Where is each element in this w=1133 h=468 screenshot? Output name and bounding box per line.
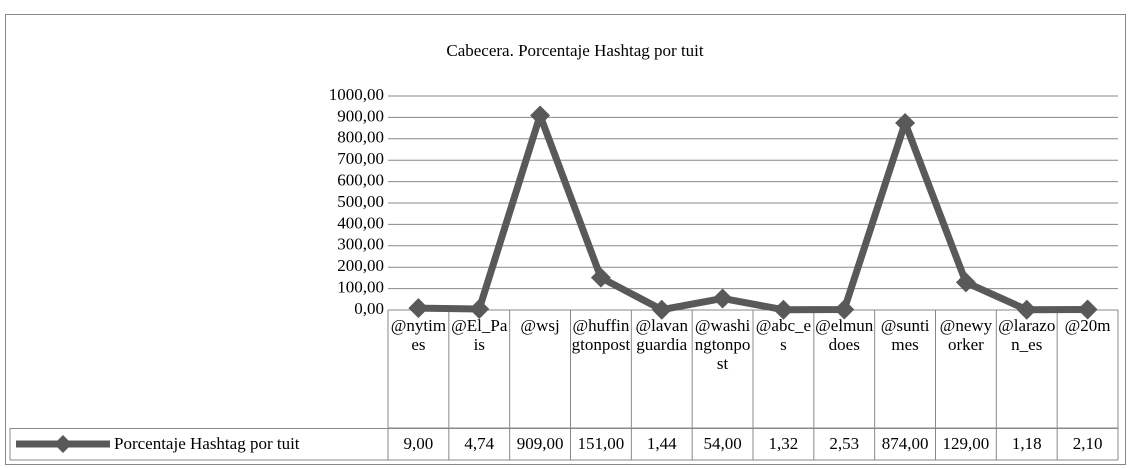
y-tick-label: 0,00 xyxy=(354,299,384,318)
category-cell: @suntimes xyxy=(880,316,930,354)
legend-marker xyxy=(54,435,72,453)
x-tick-label: @lavanguardia xyxy=(635,316,688,354)
category-cell: @nytimes xyxy=(390,316,447,354)
y-tick-label: 300,00 xyxy=(337,235,384,254)
x-tick-label: @newyorker xyxy=(939,316,993,354)
x-tick-label: @huffingtonpost xyxy=(571,316,631,354)
table-value: 54,00 xyxy=(703,434,741,453)
y-tick-label: 1000,00 xyxy=(329,85,384,104)
y-tick-label: 700,00 xyxy=(337,149,384,168)
table-value: 151,00 xyxy=(578,434,625,453)
x-tick-label: @20m xyxy=(1064,316,1111,335)
y-tick-label: 100,00 xyxy=(337,278,384,297)
x-tick-label: @El_Pais xyxy=(451,316,508,354)
marker xyxy=(773,299,794,320)
marker xyxy=(895,112,916,133)
table-value: 129,00 xyxy=(943,434,990,453)
y-tick-label: 600,00 xyxy=(337,171,384,190)
table-value: 909,00 xyxy=(517,434,564,453)
x-tick-label: @washingtonpost xyxy=(694,316,751,373)
chart-title: Cabecera. Porcentaje Hashtag por tuit xyxy=(446,41,704,60)
category-cell: @El_Pais xyxy=(451,316,508,354)
marker xyxy=(408,298,429,319)
category-cell: @newyorker xyxy=(939,316,993,354)
category-cell: @huffingtonpost xyxy=(571,316,631,354)
table-value: 2,10 xyxy=(1073,434,1103,453)
y-tick-label: 900,00 xyxy=(337,106,384,125)
category-cell: @wsj xyxy=(520,316,560,335)
y-tick-label: 200,00 xyxy=(337,256,384,275)
table-value: 9,00 xyxy=(404,434,434,453)
marker xyxy=(1077,299,1098,320)
category-cell: @larazon_es xyxy=(998,316,1056,354)
table-value: 4,74 xyxy=(464,434,494,453)
y-tick-label: 400,00 xyxy=(337,213,384,232)
table-value: 1,32 xyxy=(769,434,799,453)
y-tick-label: 800,00 xyxy=(337,128,384,147)
marker xyxy=(712,288,733,309)
table-value: 874,00 xyxy=(882,434,929,453)
marker xyxy=(955,272,976,293)
table-value: 2,53 xyxy=(829,434,859,453)
chart-frame xyxy=(5,14,1126,465)
x-tick-label: @larazon_es xyxy=(998,316,1056,354)
table-value: 1,18 xyxy=(1012,434,1042,453)
marker xyxy=(1016,299,1037,320)
legend-label: Porcentaje Hashtag por tuit xyxy=(114,434,300,453)
marker xyxy=(469,298,490,319)
category-cell: @abc_es xyxy=(755,316,812,354)
category-cell: @elmundoes xyxy=(815,316,874,354)
marker xyxy=(590,267,611,288)
x-tick-label: @suntimes xyxy=(880,316,930,354)
y-tick-label: 500,00 xyxy=(337,192,384,211)
category-cell: @washingtonpost xyxy=(694,316,751,373)
x-tick-label: @nytimes xyxy=(390,316,447,354)
category-cell: @20m xyxy=(1064,316,1111,335)
x-tick-label: @elmundoes xyxy=(815,316,874,354)
table-value: 1,44 xyxy=(647,434,677,453)
marker xyxy=(530,105,551,126)
line xyxy=(418,111,1088,314)
x-tick-label: @wsj xyxy=(520,316,560,335)
marker xyxy=(651,299,672,320)
category-cell: @lavanguardia xyxy=(635,316,688,354)
marker xyxy=(834,299,855,320)
x-tick-label: @abc_es xyxy=(755,316,812,354)
